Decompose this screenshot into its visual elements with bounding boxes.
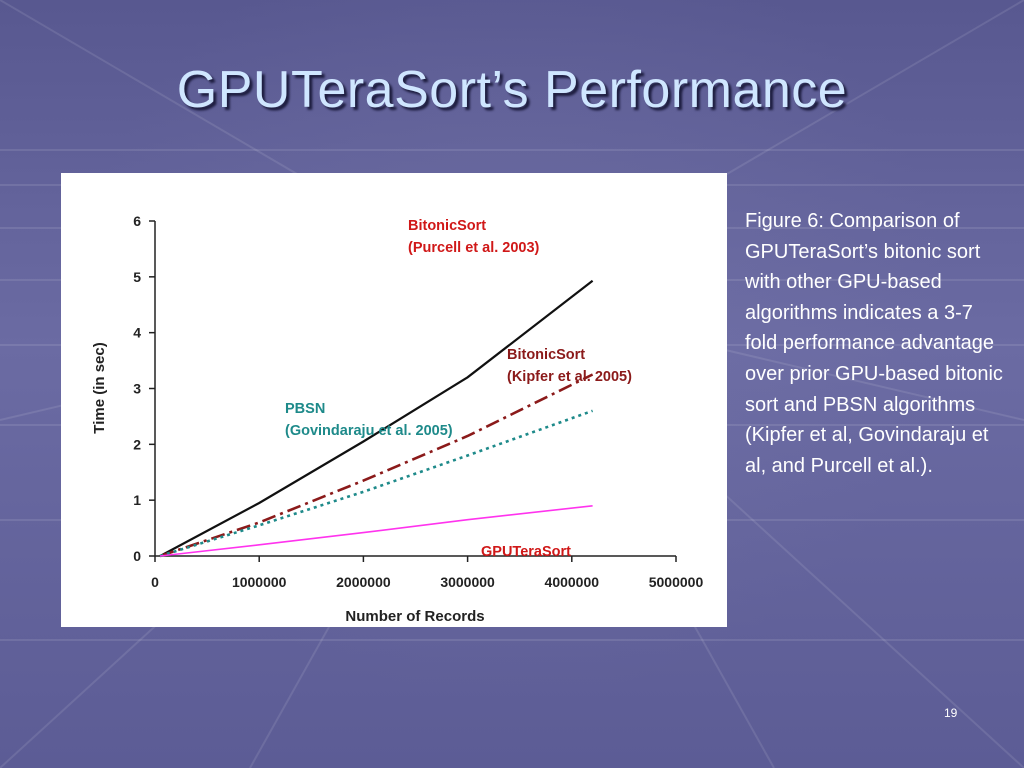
x-axis-label: Number of Records [345, 608, 484, 625]
annotation-bitonicsort-purcell: BitonicSort (Purcell et al. 2003) [408, 218, 540, 256]
annotation-line: GPUTeraSort [481, 544, 571, 560]
x-tick-label: 4000000 [545, 574, 600, 590]
slide-title: GPUTeraSort’s Performance [176, 61, 848, 119]
y-axis-label: Time (in sec) [91, 342, 108, 433]
y-tick-label: 4 [133, 325, 141, 341]
x-tick-label: 2000000 [336, 574, 391, 590]
x-tick-label: 0 [151, 574, 159, 590]
y-tick-label: 6 [133, 213, 141, 229]
y-tick-label: 2 [133, 436, 141, 452]
annotation-bitonicsort-kipfer: BitonicSort (Kipfer et al. 2005) [507, 347, 632, 385]
annotation-line: BitonicSort [507, 347, 585, 363]
y-tick-label: 5 [133, 269, 141, 285]
chart-panel: Number of Records Time (in sec) 0 1000000… [61, 173, 727, 627]
series-line-bitonicsort-kipfer [159, 373, 594, 558]
annotation-pbsn: PBSN (Govindaraju et al. 2005) [285, 401, 453, 439]
y-tick-label: 1 [133, 492, 141, 508]
annotation-line: (Kipfer et al. 2005) [507, 369, 632, 385]
annotation-line: (Purcell et al. 2003) [408, 240, 540, 256]
y-tick-label: 3 [133, 381, 141, 397]
x-tick-label: 1000000 [232, 574, 287, 590]
series-line-gputerasort [160, 505, 593, 557]
y-tick-label: 0 [133, 548, 141, 564]
page-number: 19 [944, 706, 958, 720]
annotation-gputerasort: GPUTeraSort [481, 544, 571, 560]
performance-chart: Number of Records Time (in sec) 0 1000000… [91, 213, 704, 625]
annotation-line: BitonicSort [408, 218, 486, 234]
series-line-bitonicsort-purcell [159, 279, 594, 557]
figure-caption: Figure 6: Comparison of GPUTeraSort’s bi… [745, 210, 1003, 477]
annotation-line: PBSN [285, 401, 325, 417]
x-tick-label: 5000000 [649, 574, 704, 590]
x-tick-label: 3000000 [440, 574, 495, 590]
annotation-line: (Govindaraju et al. 2005) [285, 423, 453, 439]
